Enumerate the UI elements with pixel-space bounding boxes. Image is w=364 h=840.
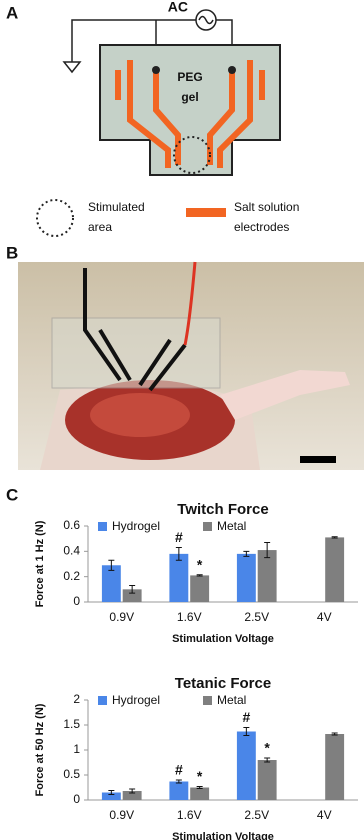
contact — [152, 66, 160, 74]
panel-label: A — [6, 3, 18, 22]
contact — [228, 66, 236, 74]
error-bar — [331, 732, 338, 736]
error-bar — [264, 757, 271, 763]
y-tick-label: 1 — [73, 742, 80, 756]
y-axis-title: Force at 50 Hz (N) — [34, 703, 46, 796]
error-bar — [129, 788, 136, 794]
legend-circle — [36, 199, 74, 237]
legend-swatch — [98, 696, 107, 705]
bar — [190, 787, 210, 800]
x-tick-label: 4V — [317, 808, 332, 822]
error-bar — [243, 550, 250, 557]
y-tick-label: 0.6 — [63, 518, 80, 532]
bar — [169, 553, 189, 602]
significance-marker: # — [175, 762, 183, 778]
error-bar — [129, 585, 136, 594]
x-axis-title: Stimulation Voltage — [172, 831, 274, 840]
significance-marker: # — [242, 709, 250, 725]
legend-text: Stimulated — [88, 200, 145, 214]
significance-marker: * — [264, 740, 270, 756]
legend-label: Metal — [217, 693, 246, 707]
legend-label: Hydrogel — [112, 693, 160, 707]
bar — [122, 589, 142, 602]
significance-marker: * — [197, 556, 203, 572]
error-bar — [331, 536, 338, 539]
significance-marker: * — [197, 768, 203, 784]
legend-swatch — [203, 696, 212, 705]
x-tick-label: 4V — [317, 610, 332, 624]
significance-marker: # — [175, 529, 183, 545]
legend-swatch — [203, 522, 212, 531]
y-tick-label: 1.5 — [63, 717, 80, 731]
legend-swatch — [186, 208, 226, 217]
error-bar — [175, 547, 182, 561]
legend-text: area — [88, 220, 112, 234]
chart-title: Tetanic Force — [175, 675, 271, 692]
x-tick-label: 1.6V — [177, 808, 202, 822]
error-bar — [264, 541, 271, 559]
y-tick-label: 0.2 — [63, 569, 80, 583]
bar — [325, 537, 345, 602]
error-bar — [175, 779, 182, 784]
bar — [122, 791, 142, 800]
x-tick-label: 1.6V — [177, 610, 202, 624]
y-tick-label: 0.4 — [63, 544, 80, 558]
gel-text: PEG — [177, 70, 202, 84]
electrodes — [115, 60, 265, 168]
error-bar — [108, 559, 115, 571]
legend-text: electrodes — [234, 220, 289, 234]
bar — [236, 731, 256, 800]
source-label: AC — [168, 0, 188, 15]
y-tick-label: 0 — [73, 594, 80, 608]
chart-title: Twitch Force — [177, 501, 268, 518]
x-axis-title: Stimulation Voltage — [172, 633, 274, 645]
panel-label: B — [6, 243, 18, 262]
panel-label: C — [6, 485, 18, 504]
error-bar — [196, 574, 203, 577]
y-tick-label: 2 — [73, 692, 80, 706]
x-tick-label: 0.9V — [109, 610, 134, 624]
stimulated-circle — [173, 136, 211, 174]
error-bar — [108, 790, 115, 795]
error-bar — [243, 727, 250, 736]
bar — [236, 553, 256, 602]
bar — [190, 575, 210, 602]
y-axis-title: Force at 1 Hz (N) — [34, 520, 46, 607]
bar — [257, 550, 277, 602]
x-tick-label: 2.5V — [244, 808, 269, 822]
y-tick-label: 0 — [73, 792, 80, 806]
bar — [101, 565, 121, 602]
bar — [325, 734, 345, 800]
photo — [18, 261, 364, 470]
legend-label: Metal — [217, 519, 246, 533]
bar — [169, 781, 189, 800]
y-tick-label: 0.5 — [63, 767, 80, 781]
bar — [257, 760, 277, 800]
legend-swatch — [98, 522, 107, 531]
bar — [101, 792, 121, 800]
error-bar — [196, 786, 203, 789]
legend-text: Salt solution — [234, 200, 299, 214]
x-tick-label: 0.9V — [109, 808, 134, 822]
gel-text: gel — [181, 90, 198, 104]
x-tick-label: 2.5V — [244, 610, 269, 624]
circuit — [62, 9, 233, 74]
legend-label: Hydrogel — [112, 519, 160, 533]
